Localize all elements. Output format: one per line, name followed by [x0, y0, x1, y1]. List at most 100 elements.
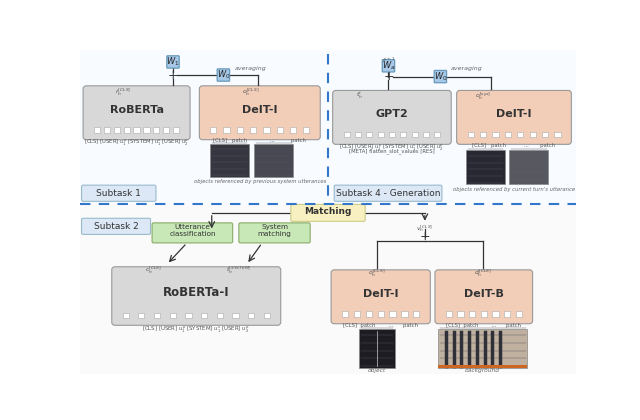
Bar [264, 313, 270, 318]
FancyBboxPatch shape [167, 56, 179, 68]
Bar [469, 311, 476, 317]
Bar [413, 311, 419, 317]
Bar [438, 365, 527, 368]
Text: +: + [420, 230, 430, 243]
Bar [114, 127, 120, 133]
Text: $t^{i+1}$: $t^{i+1}$ [381, 56, 396, 65]
Text: averaging: averaging [451, 66, 482, 71]
Bar [516, 311, 522, 317]
Bar [481, 311, 487, 317]
Bar [210, 144, 249, 177]
Bar [123, 313, 129, 318]
Bar [492, 132, 499, 137]
Bar [359, 329, 395, 368]
Bar [237, 127, 243, 133]
Text: objects referenced by current turn's utterance: objects referenced by current turn's utt… [453, 186, 575, 192]
Text: System
matching: System matching [257, 224, 291, 237]
Text: DeIT-I: DeIT-I [496, 109, 532, 119]
Bar [104, 127, 110, 133]
Text: [CLS] [USER] $u_1^p$ [SYSTEM] $u_1^s$ [USER] $u_2^p$: [CLS] [USER] $u_1^p$ [SYSTEM] $u_1^s$ [U… [84, 138, 189, 148]
Bar [254, 144, 293, 177]
FancyBboxPatch shape [331, 270, 430, 324]
Bar [163, 127, 170, 133]
Bar [389, 132, 395, 137]
Bar [344, 132, 349, 137]
Bar [529, 132, 536, 137]
Bar [276, 127, 283, 133]
Text: $r_h^{[CLS]}$: $r_h^{[CLS]}$ [115, 87, 131, 98]
FancyBboxPatch shape [333, 90, 451, 144]
Bar [542, 132, 548, 137]
FancyBboxPatch shape [239, 223, 310, 243]
Bar [342, 311, 348, 317]
Bar [504, 311, 510, 317]
Text: DeIT-I: DeIT-I [363, 289, 399, 299]
Bar [505, 132, 511, 137]
Text: [CLS] [USER] $u_1^p$ [SYSTEM] $u_1^s$ [USER] $u_2^p$: [CLS] [USER] $u_1^p$ [SYSTEM] $u_1^s$ [U… [339, 143, 444, 153]
Text: $c_h^{[CLS]}$: $c_h^{[CLS]}$ [145, 265, 162, 276]
FancyBboxPatch shape [291, 205, 365, 221]
Bar [390, 311, 396, 317]
Bar [492, 311, 499, 317]
Text: object: object [368, 368, 386, 373]
Bar [458, 311, 463, 317]
Bar [250, 127, 256, 133]
Text: $o_h^{[CLS]}$: $o_h^{[CLS]}$ [368, 268, 385, 279]
FancyBboxPatch shape [152, 223, 233, 243]
Text: +: + [383, 70, 394, 83]
Bar [80, 205, 576, 374]
Text: $o_h^{[sys]}$: $o_h^{[sys]}$ [475, 90, 491, 102]
Bar [80, 50, 576, 205]
Text: $W_1$: $W_1$ [166, 56, 180, 68]
Bar [232, 313, 239, 318]
FancyBboxPatch shape [199, 86, 320, 140]
Text: $o_h^{[CLS]}$: $o_h^{[CLS]}$ [242, 87, 259, 98]
Text: [CLS]   patch           ...       patch: [CLS] patch ... patch [472, 143, 556, 148]
Text: RoBERTa: RoBERTa [109, 105, 164, 115]
FancyBboxPatch shape [382, 60, 395, 72]
Bar [248, 313, 254, 318]
Bar [400, 132, 406, 137]
Bar [134, 127, 140, 133]
FancyBboxPatch shape [81, 185, 156, 201]
Text: Utterance
classification: Utterance classification [169, 224, 216, 237]
Text: Subtask 4 - Generation: Subtask 4 - Generation [336, 189, 440, 198]
Text: $W_0$: $W_0$ [433, 70, 447, 83]
Bar [263, 127, 269, 133]
Text: [CLS]   patch              ...          patch: [CLS] patch ... patch [213, 138, 306, 143]
Bar [446, 311, 452, 317]
Text: $t_h^{[SYSTEM]}$: $t_h^{[SYSTEM]}$ [226, 265, 252, 276]
Bar [467, 132, 474, 137]
Text: [META] flatten_slot_values [RES]: [META] flatten_slot_values [RES] [349, 148, 435, 154]
Bar [378, 132, 384, 137]
Text: [CLS]  patch        ...      patch: [CLS] patch ... patch [446, 323, 521, 328]
Bar [170, 313, 176, 318]
Bar [480, 132, 486, 137]
Bar [138, 313, 145, 318]
Bar [173, 127, 179, 133]
FancyBboxPatch shape [434, 71, 447, 83]
Bar [143, 127, 150, 133]
Text: DeIT-I: DeIT-I [242, 105, 278, 115]
Bar [154, 313, 160, 318]
Text: $W_a$: $W_a$ [381, 60, 395, 72]
Bar [124, 127, 130, 133]
Bar [303, 127, 309, 133]
Text: DeIT-B: DeIT-B [464, 289, 504, 299]
Bar [438, 329, 527, 368]
FancyBboxPatch shape [435, 270, 532, 324]
Bar [217, 313, 223, 318]
Bar [554, 132, 561, 137]
FancyBboxPatch shape [112, 267, 281, 325]
Text: $W_0$: $W_0$ [216, 69, 230, 81]
Text: GPT2: GPT2 [376, 109, 408, 119]
FancyBboxPatch shape [334, 185, 442, 201]
Bar [412, 132, 418, 137]
FancyBboxPatch shape [81, 218, 150, 234]
Text: Subtask 2: Subtask 2 [93, 222, 138, 231]
Bar [201, 313, 207, 318]
FancyBboxPatch shape [217, 69, 230, 81]
Text: +: + [168, 68, 179, 81]
Text: [CLS]  patch        ...      patch: [CLS] patch ... patch [343, 323, 418, 328]
Bar [423, 132, 429, 137]
